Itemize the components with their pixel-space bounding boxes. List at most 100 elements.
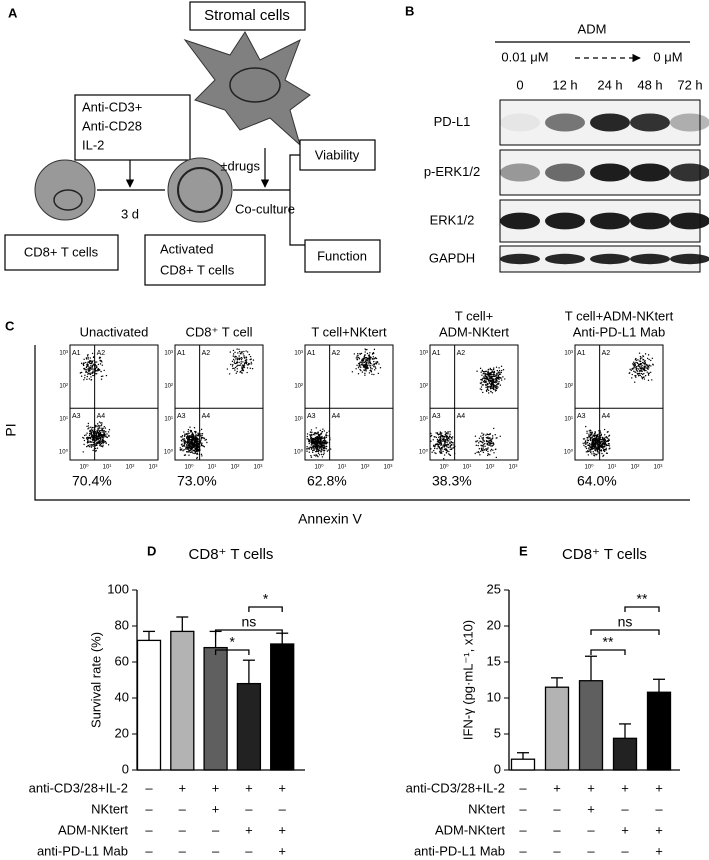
event-dot — [357, 357, 359, 359]
event-dot — [585, 443, 587, 445]
event-dot — [364, 356, 366, 359]
condition-sign: – — [212, 843, 220, 858]
event-dot — [89, 366, 92, 369]
event-dot — [186, 439, 189, 441]
condition-sign: + — [212, 801, 220, 816]
event-dot — [600, 441, 603, 443]
y-tick-label: 100 — [107, 581, 129, 596]
event-dot — [315, 439, 317, 442]
event-dot — [181, 435, 184, 437]
event-dot — [588, 430, 590, 432]
event-dot — [371, 368, 373, 370]
event-dot — [232, 349, 235, 352]
event-dot — [353, 353, 356, 355]
event-dot — [229, 351, 232, 353]
event-dot — [487, 368, 490, 371]
event-dot — [324, 440, 327, 442]
event-dot — [96, 437, 98, 440]
event-dot — [92, 370, 94, 372]
event-dot — [102, 441, 105, 444]
event-dot — [638, 352, 641, 354]
event-dot — [368, 361, 371, 364]
condition-sign: + — [278, 780, 286, 795]
event-dot — [92, 435, 94, 438]
event-dot — [448, 454, 451, 456]
event-dot — [368, 372, 371, 374]
event-dot — [96, 447, 99, 449]
event-dot — [644, 362, 646, 364]
event-dot — [87, 436, 89, 438]
event-dot — [631, 377, 633, 379]
event-dot — [644, 365, 647, 367]
event-dot — [629, 368, 631, 371]
event-dot — [585, 425, 587, 428]
nucleus — [53, 189, 83, 211]
event-dot — [85, 437, 88, 439]
event-dot — [245, 359, 247, 362]
event-dot — [308, 451, 311, 453]
event-dot — [483, 433, 485, 435]
log-tick: 10⁰ — [79, 464, 89, 471]
event-dot — [599, 442, 601, 444]
event-dot — [637, 368, 640, 370]
event-dot — [493, 381, 496, 384]
event-dot — [191, 433, 194, 435]
event-dot — [502, 369, 505, 371]
treatment: ADM — [578, 21, 607, 36]
band — [500, 212, 540, 230]
event-dot — [250, 363, 253, 365]
event-dot — [183, 431, 185, 433]
event-dot — [96, 436, 98, 438]
event-dot — [595, 437, 598, 439]
event-dot — [103, 432, 105, 435]
event-dot — [444, 438, 447, 441]
event-dot — [445, 440, 447, 442]
event-dot — [488, 433, 490, 436]
event-dot — [445, 432, 448, 434]
event-dot — [634, 375, 636, 377]
event-dot — [443, 437, 445, 439]
event-dot — [95, 426, 97, 428]
condition-sign: – — [145, 780, 153, 795]
band — [590, 253, 630, 265]
event-dot — [86, 445, 88, 448]
event-dot — [362, 359, 364, 362]
event-dot — [634, 371, 636, 373]
event-dot — [187, 435, 189, 438]
dose: 0 μM — [653, 49, 682, 64]
time-label: 0 — [516, 77, 523, 92]
event-dot — [238, 355, 240, 357]
event-dot — [480, 378, 482, 381]
condition-sign: + — [179, 780, 187, 795]
condition-sign: – — [587, 843, 595, 858]
band — [590, 212, 630, 230]
event-dot — [645, 369, 647, 372]
event-dot — [637, 375, 640, 377]
event-dot — [307, 438, 310, 440]
protein-label: PD-L1 — [434, 114, 471, 129]
event-dot — [636, 370, 639, 372]
y-tick-label: 25 — [487, 581, 501, 596]
band — [670, 253, 709, 265]
event-dot — [306, 448, 308, 450]
coculture: Co-culture — [235, 201, 295, 216]
event-dot — [641, 369, 643, 371]
event-dot — [311, 445, 314, 447]
condition-sign: + — [245, 780, 253, 795]
event-dot — [108, 435, 110, 437]
event-dot — [594, 441, 596, 444]
plot-title: T cell+ADM-NKtert — [565, 308, 674, 323]
event-dot — [355, 357, 358, 359]
condition-sign: – — [245, 843, 253, 858]
event-dot — [196, 440, 198, 442]
event-dot — [369, 360, 371, 363]
event-dot — [97, 369, 99, 371]
percent-label: 62.8% — [307, 473, 347, 489]
event-dot — [108, 428, 111, 431]
event-dot — [313, 445, 315, 448]
event-dot — [206, 441, 208, 444]
event-dot — [183, 440, 185, 442]
event-dot — [98, 440, 101, 442]
event-dot — [598, 441, 600, 444]
event-dot — [372, 364, 374, 366]
